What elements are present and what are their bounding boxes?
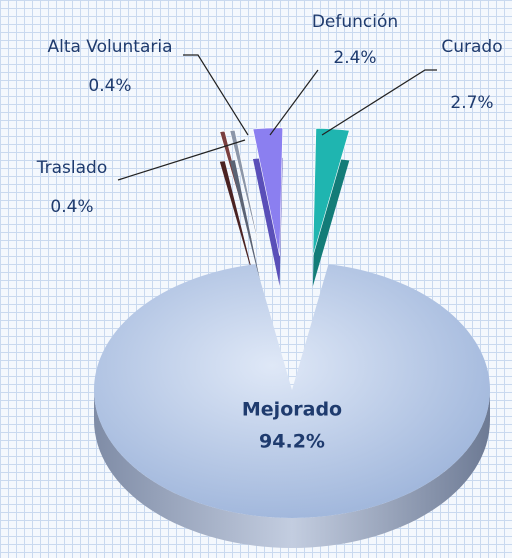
category-label: Alta Voluntaria (47, 37, 172, 57)
category-label: Defunción (312, 12, 398, 32)
leader-line (117, 139, 246, 181)
pie-side (94, 390, 490, 548)
value-label: 2.7% (450, 93, 493, 113)
leader-line (269, 69, 319, 136)
category-label: Traslado (36, 158, 107, 178)
pie-slice-side (219, 161, 257, 288)
leader-line (321, 69, 437, 136)
value-label: 0.4% (88, 76, 131, 96)
value-label: 2.4% (333, 48, 376, 68)
pie-slice-side (229, 160, 262, 288)
category-label: Mejorado (242, 399, 342, 421)
pie-slice (229, 129, 262, 258)
value-label: 0.4% (50, 197, 93, 217)
pie-slice (93, 264, 491, 518)
value-label: 94.2% (259, 431, 325, 453)
category-label: Curado (441, 37, 502, 57)
pie-slice (252, 127, 284, 256)
pie-slice (312, 127, 350, 257)
leader-line (183, 54, 249, 136)
